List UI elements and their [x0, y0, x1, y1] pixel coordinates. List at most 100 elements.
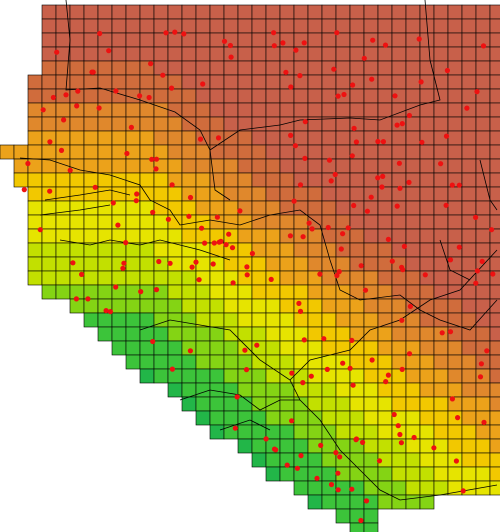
grid-cell — [237, 102, 253, 118]
grid-cell — [223, 172, 239, 188]
grid-cell — [139, 102, 155, 118]
grid-cell — [489, 368, 500, 384]
grid-cell — [447, 32, 463, 48]
station-point — [249, 250, 255, 257]
grid-cell — [349, 270, 365, 286]
grid-cell — [391, 60, 407, 76]
grid-cell — [279, 88, 295, 104]
grid-cell — [111, 116, 127, 132]
grid-cell — [125, 340, 141, 356]
grid-cell — [181, 130, 197, 146]
grid-cell — [279, 214, 295, 230]
grid-cell — [447, 4, 463, 20]
grid-cell — [405, 74, 421, 90]
station-point — [473, 214, 479, 220]
grid-cell — [265, 256, 281, 272]
grid-cell — [461, 200, 477, 216]
grid-cell — [97, 60, 113, 76]
grid-cell — [349, 102, 365, 118]
grid-cell — [181, 158, 197, 174]
grid-cell — [279, 298, 295, 314]
grid-cell — [489, 452, 500, 468]
grid-cell — [307, 102, 323, 118]
grid-cell — [209, 18, 225, 34]
station-point — [453, 458, 459, 464]
station-point — [228, 54, 234, 60]
grid-cell — [307, 228, 323, 244]
grid-cell — [461, 32, 477, 48]
grid-cell — [363, 242, 379, 258]
grid-cell — [377, 158, 393, 174]
grid-cell — [251, 200, 267, 216]
grid-cell — [307, 74, 323, 90]
grid-cell — [265, 186, 281, 202]
grid-cell — [363, 4, 379, 20]
grid-cell — [335, 424, 351, 440]
station-point — [456, 244, 462, 250]
grid-cell — [321, 354, 337, 370]
grid-cell — [209, 144, 225, 160]
grid-cell — [223, 214, 239, 230]
station-point — [75, 88, 81, 94]
grid-cell — [377, 46, 393, 62]
grid-cell — [447, 340, 463, 356]
grid-cell — [475, 46, 491, 62]
grid-cell — [181, 4, 197, 20]
grid-cell — [97, 186, 113, 202]
grid-cell — [307, 326, 323, 342]
grid-cell — [13, 158, 29, 174]
grid-cell — [83, 130, 99, 146]
grid-cell — [153, 242, 169, 258]
grid-cell — [377, 116, 393, 132]
grid-cell — [489, 186, 500, 202]
grid-cell — [139, 242, 155, 258]
grid-cell — [153, 298, 169, 314]
grid-cell — [335, 284, 351, 300]
points — [21, 29, 496, 524]
grid-cell — [265, 410, 281, 426]
grid-cell — [125, 284, 141, 300]
grid-cell — [419, 284, 435, 300]
grid-cell — [223, 4, 239, 20]
grid-cell — [335, 186, 351, 202]
grid-cell — [447, 270, 463, 286]
grid-cell — [153, 46, 169, 62]
grid-cell — [265, 46, 281, 62]
grid-cell — [195, 60, 211, 76]
station-point — [96, 105, 102, 111]
grid-cell — [363, 396, 379, 412]
grid-cell — [223, 74, 239, 90]
grid-cell — [293, 312, 309, 328]
station-point — [353, 139, 359, 145]
grid-cell — [489, 214, 500, 230]
grid-cell — [321, 32, 337, 48]
grid-cell — [447, 466, 463, 482]
grid-cell — [265, 368, 281, 384]
grid-cell — [405, 410, 421, 426]
station-point — [123, 240, 129, 246]
grid-cell — [433, 284, 449, 300]
grid-cell — [349, 298, 365, 314]
grid-cell — [363, 158, 379, 174]
grid-cell — [419, 480, 435, 496]
station-point — [289, 370, 295, 376]
grid-cell — [41, 144, 57, 160]
grid-cell — [307, 284, 323, 300]
grid-cell — [447, 186, 463, 202]
grid-cell — [153, 74, 169, 90]
grid-cell — [349, 494, 365, 510]
station-point — [353, 436, 360, 442]
grid-cell — [83, 144, 99, 160]
station-point — [288, 132, 294, 138]
grid-cell — [97, 4, 113, 20]
grid-cell — [265, 200, 281, 216]
grid-cell — [27, 242, 43, 258]
station-point — [97, 30, 103, 37]
grid-cell — [153, 214, 169, 230]
grid-cell — [419, 144, 435, 160]
grid-cell — [41, 256, 57, 272]
grid-cell — [195, 340, 211, 356]
grid-cell — [195, 354, 211, 370]
